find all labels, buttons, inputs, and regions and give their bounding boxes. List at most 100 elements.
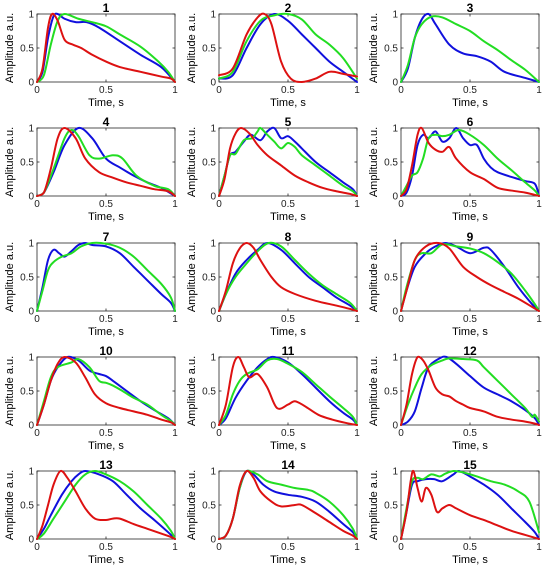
- x-tick-label: 0: [398, 314, 404, 325]
- subplot-title: 3: [467, 1, 474, 15]
- series-line-2: [400, 15, 540, 83]
- subplot-7: 00 0.5 0.5 1 1 7 Time, s Amplitude a.u.: [4, 230, 178, 338]
- y-tick-label: 1: [28, 10, 34, 21]
- y-axis-label: Amplitude a.u.: [4, 13, 16, 83]
- x-tick-label: 0: [216, 85, 222, 96]
- x-tick-label: 0.5: [99, 85, 113, 96]
- subplot-title: 13: [99, 458, 113, 472]
- series-line-1: [400, 127, 540, 197]
- subplot-title: 5: [285, 115, 292, 129]
- series-line-2: [36, 129, 176, 197]
- x-tick-label: 0.5: [281, 542, 295, 553]
- y-tick-label: 1: [210, 10, 216, 21]
- y-tick-label: 1: [28, 124, 34, 135]
- series-line-1: [218, 469, 358, 540]
- series-line-1: [36, 242, 176, 312]
- x-tick-label: 1: [172, 314, 178, 325]
- y-tick-label: 0: [210, 192, 216, 203]
- x-axis-label: Time, s: [452, 326, 488, 338]
- x-axis-label: Time, s: [88, 326, 124, 338]
- y-tick-label: 1: [210, 467, 216, 478]
- y-axis-label: Amplitude a.u.: [4, 242, 16, 312]
- series-line-2: [218, 126, 358, 197]
- y-axis-label: Amplitude a.u.: [368, 242, 380, 312]
- x-axis-label: Time, s: [452, 440, 488, 452]
- y-tick-label: 0.5: [20, 387, 34, 398]
- subplot-14: 00 0.5 0.5 1 1 14 Time, s Amplitude a.u.: [186, 458, 360, 566]
- series-line-2: [400, 469, 540, 540]
- subplot-title: 2: [285, 1, 292, 15]
- subplot-8: 00 0.5 0.5 1 1 8 Time, s Amplitude a.u.: [186, 230, 360, 338]
- y-tick-label: 0: [392, 192, 398, 203]
- x-tick-label: 0: [398, 199, 404, 210]
- series-line-3: [218, 469, 358, 540]
- y-tick-label: 0: [210, 421, 216, 432]
- subplot-4: 00 0.5 0.5 1 1 4 Time, s Amplitude a.u.: [4, 115, 178, 223]
- x-tick-label: 0: [216, 199, 222, 210]
- y-tick-label: 1: [392, 124, 398, 135]
- y-tick-label: 0.5: [384, 158, 398, 169]
- series-line-2: [218, 357, 358, 426]
- x-tick-label: 1: [354, 199, 360, 210]
- y-tick-label: 0: [392, 421, 398, 432]
- subplot-title: 15: [463, 458, 477, 472]
- x-tick-label: 1: [536, 85, 542, 96]
- subplot-3: 00 0.5 0.5 1 1 3 Time, s Amplitude a.u.: [368, 1, 542, 109]
- y-axis-label: Amplitude a.u.: [186, 470, 198, 540]
- x-tick-label: 0: [34, 199, 40, 210]
- x-tick-label: 0.5: [99, 199, 113, 210]
- x-tick-label: 0: [216, 428, 222, 439]
- subplot-title: 8: [285, 230, 292, 244]
- x-tick-label: 1: [536, 314, 542, 325]
- y-tick-label: 0.5: [384, 387, 398, 398]
- subplot-title: 1: [103, 1, 110, 15]
- y-tick-label: 0: [28, 192, 34, 203]
- x-tick-label: 0: [398, 542, 404, 553]
- x-tick-label: 0.5: [463, 542, 477, 553]
- x-axis-label: Time, s: [88, 440, 124, 452]
- x-axis-label: Time, s: [452, 554, 488, 566]
- y-tick-label: 0: [28, 535, 34, 546]
- x-tick-label: 0.5: [99, 542, 113, 553]
- y-tick-label: 0: [392, 78, 398, 89]
- y-tick-label: 0.5: [384, 273, 398, 284]
- y-tick-label: 0: [210, 78, 216, 89]
- x-axis-label: Time, s: [452, 97, 488, 109]
- y-axis-label: Amplitude a.u.: [4, 356, 16, 426]
- series-line-2: [218, 241, 358, 312]
- y-axis-label: Amplitude a.u.: [368, 13, 380, 83]
- y-tick-label: 1: [210, 239, 216, 250]
- y-axis-label: Amplitude a.u.: [186, 242, 198, 312]
- series-line-1: [218, 242, 358, 312]
- subplot-9: 00 0.5 0.5 1 1 9 Time, s Amplitude a.u.: [368, 230, 542, 338]
- series-line-1: [400, 355, 540, 426]
- plot-frame: [400, 470, 540, 540]
- series-line-2: [218, 469, 358, 540]
- x-tick-label: 0.5: [281, 428, 295, 439]
- y-tick-label: 0.5: [20, 501, 34, 512]
- x-tick-label: 1: [172, 428, 178, 439]
- x-tick-label: 0.5: [99, 314, 113, 325]
- x-tick-label: 0: [34, 428, 40, 439]
- series-line-1: [400, 469, 540, 540]
- y-axis-label: Amplitude a.u.: [368, 470, 380, 540]
- plot-frame: [218, 127, 358, 197]
- series-line-3: [36, 127, 176, 197]
- x-tick-label: 1: [536, 199, 542, 210]
- x-tick-label: 0: [216, 314, 222, 325]
- subplot-title: 14: [281, 458, 295, 472]
- plot-frame: [36, 470, 176, 540]
- y-axis-label: Amplitude a.u.: [4, 127, 16, 197]
- y-tick-label: 1: [28, 353, 34, 364]
- y-tick-label: 1: [392, 467, 398, 478]
- subplot-title: 7: [103, 230, 110, 244]
- x-tick-label: 1: [354, 85, 360, 96]
- x-axis-label: Time, s: [88, 554, 124, 566]
- y-axis-label: Amplitude a.u.: [368, 356, 380, 426]
- x-tick-label: 0.5: [281, 85, 295, 96]
- series-line-2: [36, 12, 176, 83]
- series-line-2: [36, 470, 176, 540]
- x-axis-label: Time, s: [270, 97, 306, 109]
- series-line-3: [218, 12, 358, 83]
